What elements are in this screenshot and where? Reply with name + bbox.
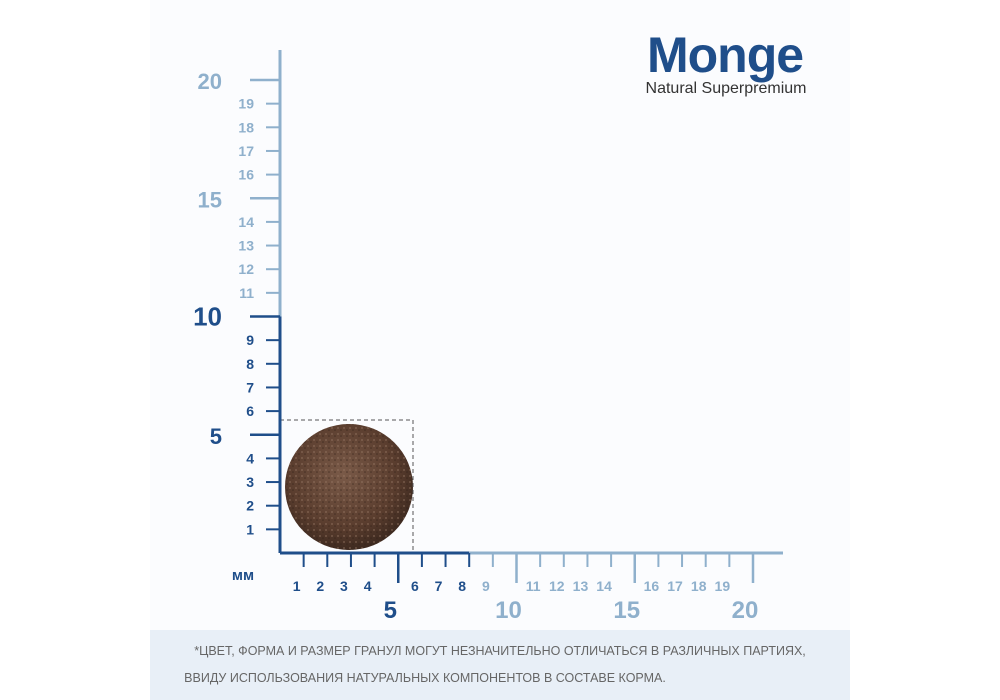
x-major-label: 10: [495, 597, 522, 624]
x-label: 17: [667, 578, 683, 594]
y-major-label: 10: [193, 302, 222, 332]
x-label: 13: [573, 578, 589, 594]
y-label: 14: [238, 214, 254, 230]
x-label: 11: [526, 578, 541, 594]
y-label: 16: [238, 167, 254, 183]
unit-label: мм: [232, 567, 254, 584]
x-label: 8: [458, 578, 466, 594]
x-label: 16: [644, 578, 660, 594]
tagline: Natural Superpremium: [646, 80, 807, 97]
x-label: 2: [316, 578, 324, 594]
y-major-label: 20: [198, 69, 222, 94]
x-label: 18: [691, 578, 707, 594]
y-label: 1: [246, 521, 254, 537]
y-label: 2: [246, 498, 254, 514]
y-label: 17: [238, 143, 254, 159]
x-major-label: 15: [613, 597, 640, 624]
y-label: 11: [239, 285, 254, 301]
y-label: 3: [246, 474, 254, 490]
y-label: 6: [246, 403, 254, 419]
y-label: 18: [238, 119, 254, 135]
x-label: 12: [549, 578, 565, 594]
pellet-texture: [285, 424, 413, 550]
y-label: 9: [246, 332, 254, 348]
x-label: 9: [482, 578, 490, 594]
x-label: 14: [596, 578, 612, 594]
x-major-label: 5: [384, 597, 397, 624]
y-major-label: 5: [210, 424, 222, 449]
y-label: 7: [246, 379, 254, 395]
note-line: ВВИДУ ИСПОЛЬЗОВАНИЯ НАТУРАЛЬНЫХ КОМПОНЕН…: [184, 671, 666, 685]
y-major-label: 15: [198, 187, 222, 212]
x-label: 6: [411, 578, 419, 594]
brand: Monge: [647, 27, 803, 83]
y-label: 12: [238, 261, 254, 277]
x-label: 3: [340, 578, 348, 594]
x-major-label: 20: [732, 597, 759, 624]
note-panel: [150, 630, 850, 700]
background: [150, 0, 850, 700]
x-label: 1: [293, 578, 301, 594]
x-label: 19: [715, 578, 731, 594]
x-label: 7: [435, 578, 443, 594]
note-line: *ЦВЕТ, ФОРМА И РАЗМЕР ГРАНУЛ МОГУТ НЕЗНА…: [194, 644, 806, 658]
size-box: [280, 419, 414, 553]
y-label: 8: [246, 356, 254, 372]
y-label: 13: [238, 238, 254, 254]
y-label: 4: [246, 450, 254, 466]
y-label: 19: [238, 96, 254, 112]
x-label: 4: [364, 578, 372, 594]
